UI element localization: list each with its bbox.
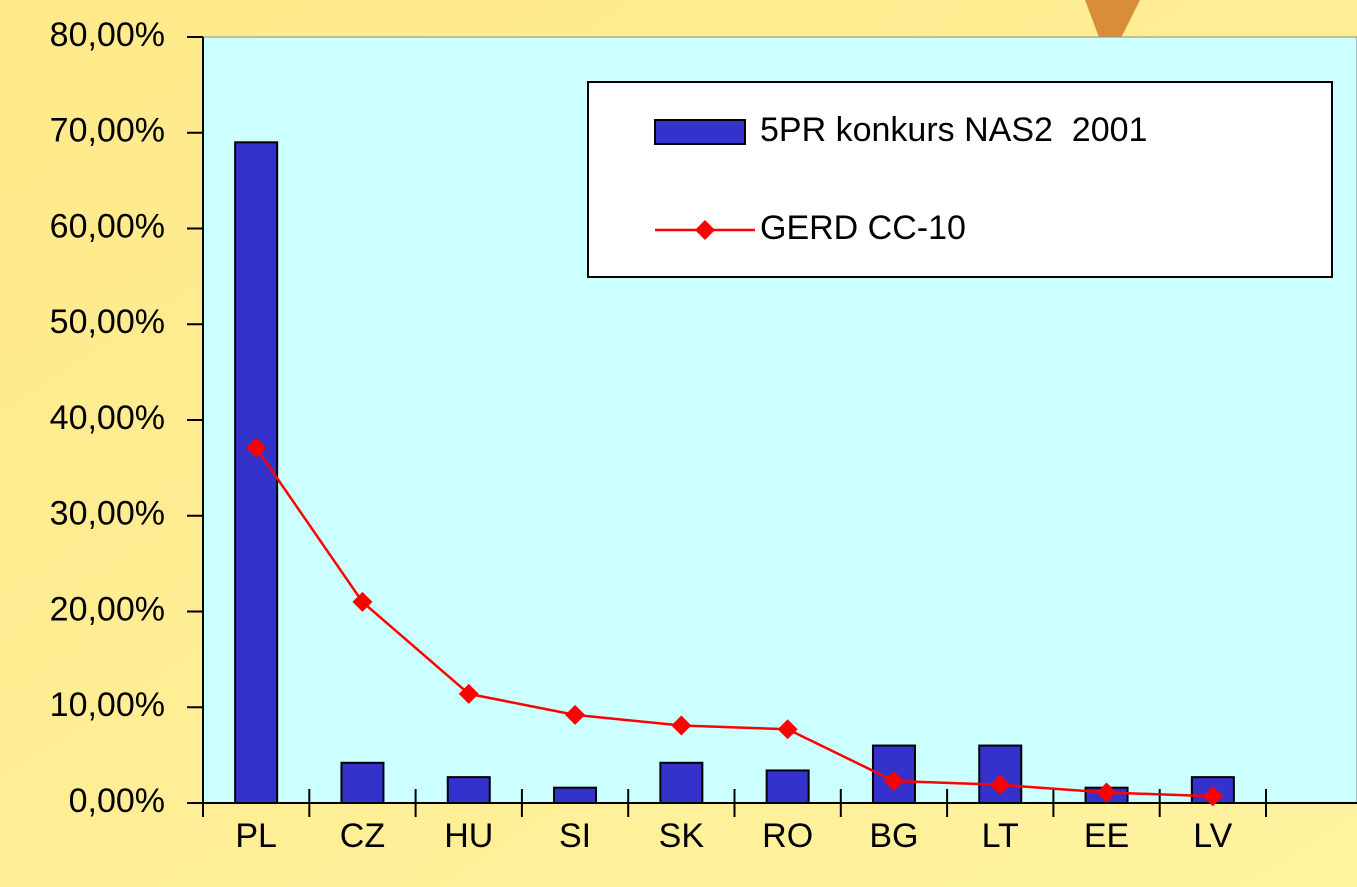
legend-label: GERD CC-10 [760, 209, 966, 247]
y-tick-label: 20,00% [50, 590, 165, 628]
bar [448, 777, 490, 803]
y-tick-label: 50,00% [50, 303, 165, 341]
y-tick-label: 40,00% [50, 399, 165, 437]
x-tick-label: RO [762, 817, 813, 855]
x-tick-label: SI [559, 817, 591, 855]
page: {"chart_data": {"type": "bar-line", "cat… [0, 0, 1357, 887]
y-tick-label: 30,00% [50, 495, 165, 533]
bar [767, 770, 809, 803]
x-tick-label: BG [869, 817, 918, 855]
x-tick-label: PL [235, 817, 277, 855]
legend-swatch [655, 120, 745, 144]
bar [235, 142, 277, 803]
bar [341, 763, 383, 803]
x-tick-label: EE [1084, 817, 1129, 855]
bar [554, 788, 596, 803]
y-tick-label: 10,00% [50, 686, 165, 724]
x-tick-label: CZ [340, 817, 385, 855]
legend-label: 5PR konkurs NAS2 2001 [760, 111, 1147, 149]
bar [660, 763, 702, 803]
x-tick-label: HU [444, 817, 493, 855]
y-tick-label: 70,00% [50, 112, 165, 150]
x-tick-label: LV [1193, 817, 1232, 855]
chart: 0,00% 10,00% 20,00% 30,00% 40,00% 50,00% 60,00… [0, 0, 1357, 887]
y-tick-label: 80,00% [50, 16, 165, 54]
x-tick-label: SK [659, 817, 705, 855]
y-tick-label: 60,00% [50, 207, 165, 245]
y-tick-label: 0,00% [69, 782, 165, 820]
x-tick-label: LT [982, 817, 1019, 855]
